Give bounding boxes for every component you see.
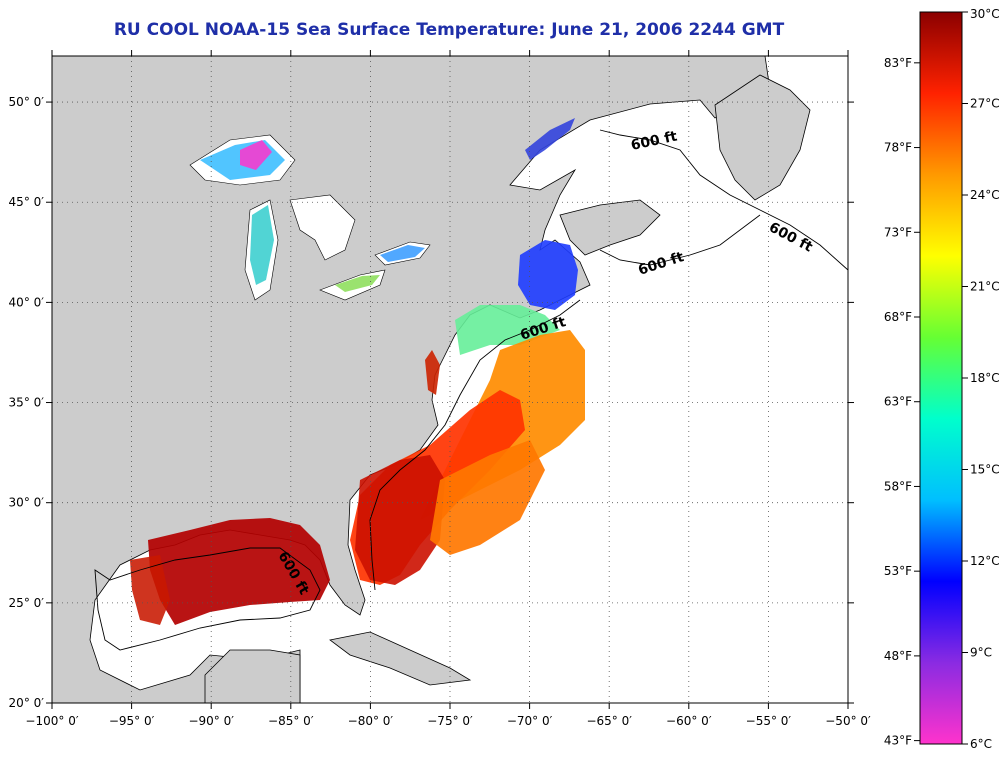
colorbar-fahrenheit-label: 53°F	[884, 564, 912, 578]
colorbar-celsius-label: 27°C	[970, 97, 1000, 111]
x-tick-label: −70° 0′	[507, 714, 553, 728]
colorbar: 30°C 27°C 24°C 21°C 18°C 15°C 12°C 9°C 6°C 83°F 78…	[884, 7, 1000, 751]
map-frame	[51, 55, 849, 704]
x-tick-label: −65° 0′	[586, 714, 632, 728]
colorbar-fahrenheit-label: 78°F	[884, 141, 912, 155]
yucatan-land	[204, 649, 301, 703]
colorbar-celsius-label: 21°C	[970, 280, 1000, 294]
colorbar-celsius-label: 12°C	[970, 554, 1000, 568]
colorbar-celsius-label: 6°C	[970, 737, 992, 751]
x-tick-label: −85° 0′	[268, 714, 314, 728]
colorbar-celsius-label: 15°C	[970, 463, 1000, 477]
y-tick-label: 30° 0′	[9, 496, 45, 510]
sst-lake-superior-pink	[240, 140, 272, 170]
colorbar-fahrenheit-label: 43°F	[884, 734, 912, 748]
colorbar-fahrenheit-label: 63°F	[884, 395, 912, 409]
sst-map: 600 ft 600 ft 600 ft 600 ft 600 ft −100°…	[9, 50, 871, 728]
sst-mid-atlantic-shelf	[455, 305, 560, 355]
y-tick-label: 50° 0′	[9, 95, 45, 109]
colorbar-fahrenheit-label: 58°F	[884, 479, 912, 493]
sst-chesapeake	[425, 350, 440, 395]
newfoundland-land	[714, 74, 811, 201]
colorbar-gradient	[919, 11, 963, 745]
sst-sargasso-red	[355, 455, 445, 585]
x-tick-label: −80° 0′	[348, 714, 394, 728]
y-tick-label: 25° 0′	[9, 596, 45, 610]
sst-gulf-of-mexico	[148, 518, 330, 625]
sst-lake-michigan	[250, 205, 274, 285]
y-tick-label: 20° 0′	[9, 696, 45, 710]
colorbar-fahrenheit-label: 73°F	[884, 225, 912, 239]
colorbar-fahrenheit-label: 48°F	[884, 649, 912, 663]
axis-ticks: −100° 0′ −95° 0′ −90° 0′ −85° 0′ −80° 0′ −75°…	[9, 50, 871, 728]
x-tick-label: −55° 0′	[746, 714, 792, 728]
colorbar-celsius-label: 24°C	[970, 188, 1000, 202]
colorbar-celsius-label: 30°C	[970, 7, 1000, 21]
y-tick-label: 40° 0′	[9, 295, 45, 309]
sst-st-lawrence	[525, 118, 575, 160]
x-tick-label: −90° 0′	[188, 714, 234, 728]
sst-lake-erie	[335, 275, 380, 292]
colorbar-fahrenheit-label: 83°F	[884, 56, 912, 70]
maritimes-land	[559, 199, 661, 256]
x-tick-label: −60° 0′	[666, 714, 712, 728]
y-tick-label: 35° 0′	[9, 396, 45, 410]
x-tick-label: −75° 0′	[427, 714, 473, 728]
colorbar-celsius-label: 18°C	[970, 371, 1000, 385]
x-tick-label: −100° 0′	[25, 714, 78, 728]
sst-gulf-of-maine	[518, 240, 578, 310]
sst-lake-ontario	[380, 245, 425, 262]
colorbar-celsius-label: 9°C	[970, 646, 992, 660]
sst-east-orange	[430, 440, 545, 555]
map-title: RU COOL NOAA-15 Sea Surface Temperature:…	[113, 20, 785, 40]
lake-huron	[289, 194, 356, 261]
x-tick-label: −50° 0′	[825, 714, 871, 728]
cuba-land	[329, 631, 472, 686]
y-tick-label: 45° 0′	[9, 195, 45, 209]
isobath-600ft	[94, 129, 848, 651]
x-tick-label: −95° 0′	[109, 714, 155, 728]
colorbar-fahrenheit-label: 68°F	[884, 310, 912, 324]
sst-gulf-west	[130, 555, 170, 625]
